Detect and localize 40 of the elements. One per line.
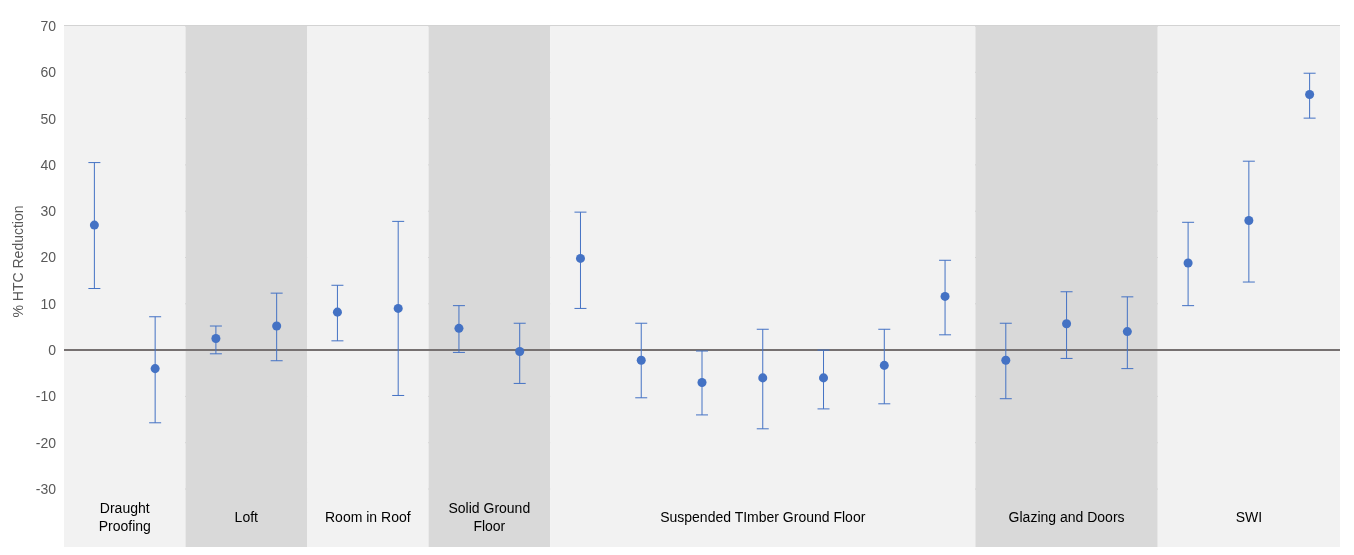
text: Solid Ground Floor: [448, 499, 531, 534]
text: SWI: [1235, 508, 1263, 525]
y-tick-label: 60: [40, 64, 57, 81]
point: [697, 378, 707, 388]
point: [89, 220, 99, 230]
y-tick-label: -20: [35, 434, 57, 451]
point: [150, 364, 160, 374]
y-tick-label: 10: [40, 295, 57, 312]
point: [1305, 90, 1315, 100]
y-tick-label: -30: [35, 480, 57, 497]
text: Room in Roof: [325, 508, 411, 525]
point: [879, 360, 889, 370]
point: [515, 346, 525, 356]
point: [454, 323, 464, 333]
point: [211, 334, 221, 344]
point: [636, 355, 646, 365]
text: Draught Proofing: [98, 499, 151, 534]
y-tick-label: 20: [40, 249, 57, 266]
point: [1122, 327, 1132, 337]
point: [940, 291, 950, 301]
point: [1062, 319, 1072, 329]
point: [575, 253, 585, 263]
point: [1244, 215, 1254, 225]
text: Glazing and Doors: [1008, 508, 1125, 525]
point: [758, 373, 768, 383]
y-tick-label: 70: [40, 17, 57, 34]
text: Suspended TImber Ground Floor: [660, 508, 866, 525]
point: [819, 373, 829, 383]
point: [272, 321, 282, 331]
y-tick-label: 30: [40, 203, 57, 220]
point: [1183, 258, 1193, 268]
y-tick-label: 40: [40, 156, 57, 173]
point: [332, 307, 342, 317]
y-axis-title: % HTC Reduction: [9, 205, 26, 318]
y-tick-label: -10: [35, 388, 57, 405]
text: Loft: [234, 508, 259, 525]
point: [393, 303, 403, 313]
y-tick-label: 0: [48, 342, 57, 359]
point: [1001, 355, 1011, 365]
y-tick-label: 50: [40, 110, 57, 127]
